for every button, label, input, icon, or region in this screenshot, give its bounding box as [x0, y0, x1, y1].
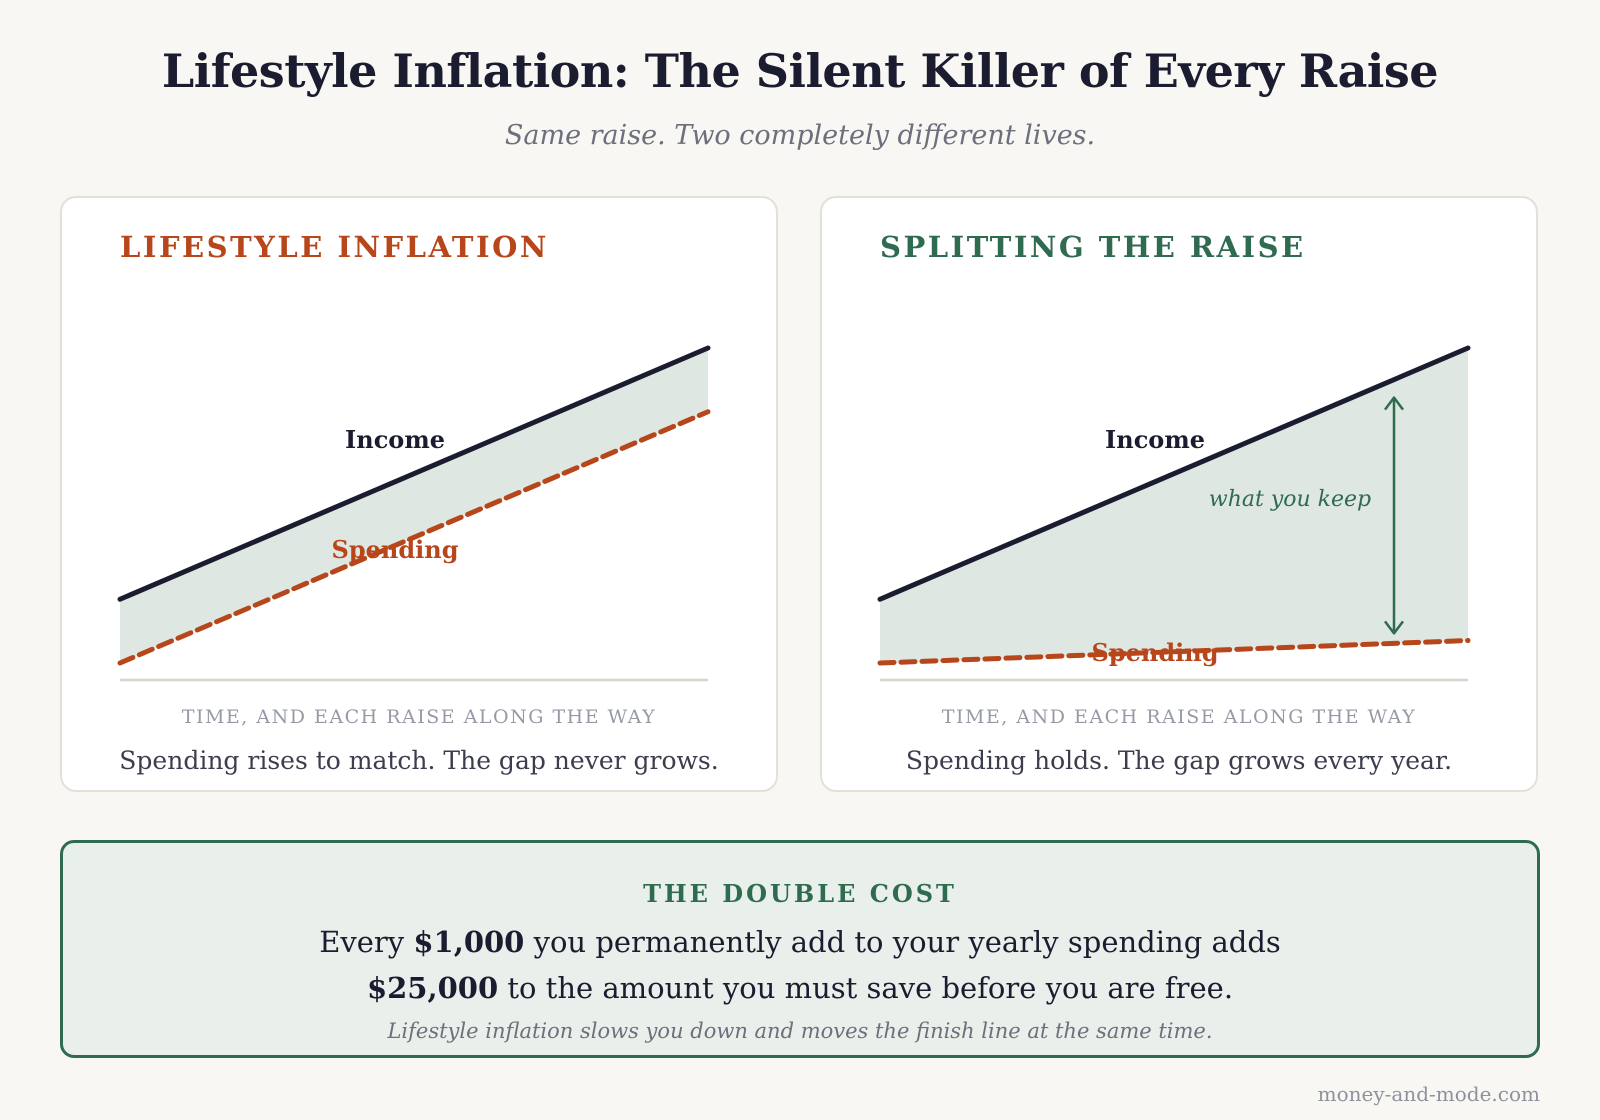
callout-text: to the amount you must save before you a…	[498, 971, 1234, 1005]
income-series-label: Income	[1105, 425, 1205, 454]
panel-caption: Spending holds. The gap grows every year…	[905, 746, 1453, 775]
spending-series-label: Spending	[1092, 638, 1219, 667]
lifestyle-inflation-chart: Income Spending	[117, 345, 711, 682]
keep-arrow-head-up	[1384, 396, 1404, 411]
x-axis-label: TIME, AND EACH RAISE ALONG THE WAY	[941, 706, 1417, 728]
splitting-raise-chart: Income Spending what you keep	[877, 345, 1471, 682]
gap-area	[120, 348, 708, 663]
spending-line	[877, 638, 1471, 666]
callout-text: you permanently add to your yearly spend…	[524, 925, 1281, 959]
income-line	[117, 345, 711, 602]
splitting-raise-panel: SPLITTING THE RAISE Income Spending what y…	[820, 196, 1538, 792]
income-series-label: Income	[345, 425, 445, 454]
callout-line-1: Every $1,000 you permanently add to your…	[63, 925, 1537, 959]
income-line	[877, 345, 1471, 602]
x-axis-label: TIME, AND EACH RAISE ALONG THE WAY	[181, 706, 657, 728]
callout-line-2: $25,000 to the amount you must save befo…	[63, 971, 1537, 1005]
callout-note: Lifestyle inflation slows you down and m…	[387, 1019, 1213, 1043]
spending-line	[117, 409, 711, 666]
callout-amount-25000: $25,000	[366, 971, 499, 1005]
page-title: Lifestyle Inflation: The Silent Killer o…	[161, 44, 1439, 98]
spending-series-label: Spending	[332, 535, 459, 564]
panel-heading: LIFESTYLE INFLATION	[120, 230, 549, 264]
gap-area	[880, 348, 1468, 663]
keep-annotation: what you keep	[1209, 487, 1371, 512]
lifestyle-inflation-panel: LIFESTYLE INFLATION Income Spending TIME,…	[60, 196, 778, 792]
footer-site: money-and-mode.com	[1317, 1082, 1540, 1106]
page-subtitle: Same raise. Two completely different liv…	[504, 120, 1096, 151]
callout-amount-1000: $1,000	[413, 925, 525, 959]
double-cost-callout: THE DOUBLE COST Every $1,000 you permane…	[60, 840, 1540, 1058]
keep-arrow-head-down	[1384, 620, 1404, 635]
callout-heading: THE DOUBLE COST	[643, 879, 957, 908]
panel-heading: SPLITTING THE RAISE	[880, 230, 1306, 264]
panel-caption: Spending rises to match. The gap never g…	[119, 746, 719, 775]
callout-text: Every	[319, 925, 414, 959]
